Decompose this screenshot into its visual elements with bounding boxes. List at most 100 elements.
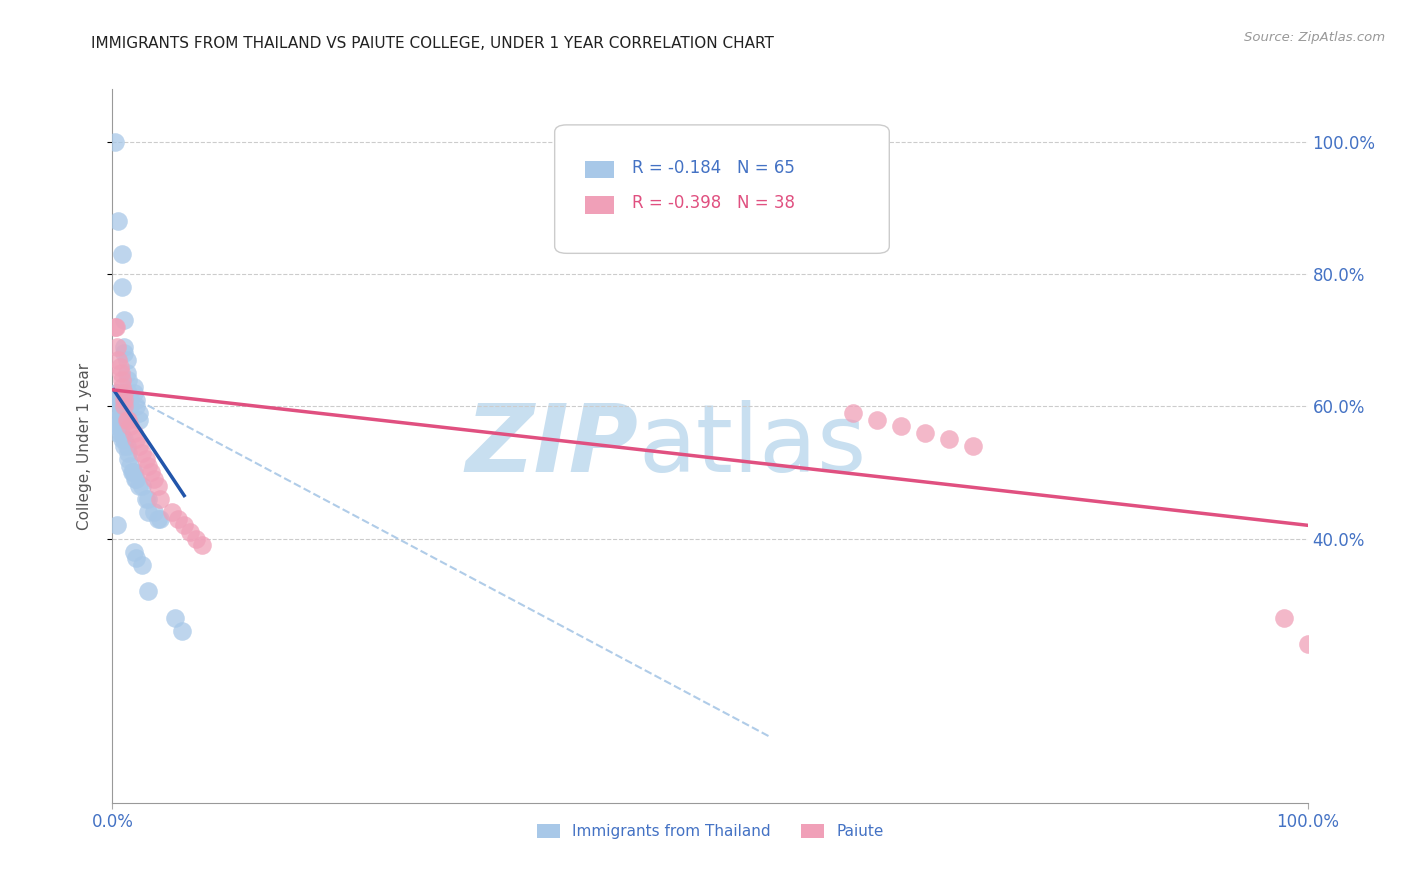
Point bbox=[146, 511, 169, 525]
Point bbox=[117, 412, 139, 426]
Point bbox=[115, 367, 138, 381]
Text: IMMIGRANTS FROM THAILAND VS PAIUTE COLLEGE, UNDER 1 YEAR CORRELATION CHART: IMMIGRANTS FROM THAILAND VS PAIUTE COLLE… bbox=[91, 36, 775, 51]
Point bbox=[114, 433, 135, 447]
Point bbox=[186, 532, 208, 546]
Point bbox=[115, 412, 138, 426]
Point bbox=[114, 340, 135, 354]
Point bbox=[104, 320, 127, 334]
Point bbox=[108, 392, 131, 407]
Point bbox=[108, 400, 131, 414]
Point bbox=[115, 353, 138, 368]
Point bbox=[138, 584, 160, 599]
Bar bbox=[585, 161, 614, 178]
Point bbox=[128, 439, 150, 453]
Point bbox=[121, 466, 143, 480]
Point bbox=[149, 491, 172, 506]
Point bbox=[890, 419, 912, 434]
Point bbox=[107, 425, 129, 440]
Point bbox=[105, 518, 128, 533]
Point bbox=[131, 478, 153, 492]
Point bbox=[107, 353, 129, 368]
Point bbox=[111, 373, 134, 387]
Text: ZIP: ZIP bbox=[465, 400, 638, 492]
Point bbox=[128, 412, 150, 426]
Point bbox=[110, 400, 132, 414]
Point bbox=[962, 439, 984, 453]
Point bbox=[120, 419, 142, 434]
Point bbox=[111, 379, 134, 393]
Point bbox=[107, 386, 129, 401]
Point bbox=[111, 412, 134, 426]
Point bbox=[105, 386, 128, 401]
Point bbox=[110, 406, 132, 420]
Point bbox=[122, 545, 145, 559]
Point bbox=[125, 472, 148, 486]
Point bbox=[111, 280, 134, 294]
Point bbox=[138, 491, 160, 506]
Text: R = -0.398   N = 38: R = -0.398 N = 38 bbox=[633, 194, 796, 212]
Point bbox=[170, 624, 193, 638]
Point bbox=[122, 386, 145, 401]
Point bbox=[114, 392, 135, 407]
Point bbox=[122, 425, 145, 440]
Point bbox=[120, 458, 142, 473]
Point bbox=[125, 392, 148, 407]
Point bbox=[117, 386, 139, 401]
Point bbox=[114, 400, 135, 414]
Bar bbox=[585, 196, 614, 214]
Point bbox=[114, 439, 135, 453]
Point bbox=[107, 419, 129, 434]
Point bbox=[143, 505, 166, 519]
Text: Source: ZipAtlas.com: Source: ZipAtlas.com bbox=[1244, 31, 1385, 45]
Point bbox=[125, 433, 148, 447]
Point bbox=[117, 445, 139, 459]
Point bbox=[914, 425, 936, 440]
Point bbox=[107, 214, 129, 228]
Point bbox=[111, 247, 134, 261]
Y-axis label: College, Under 1 year: College, Under 1 year bbox=[77, 362, 91, 530]
Point bbox=[162, 505, 183, 519]
Point bbox=[122, 466, 145, 480]
Point bbox=[125, 400, 148, 414]
Point bbox=[105, 386, 128, 401]
Point bbox=[1296, 637, 1319, 651]
Point bbox=[163, 611, 186, 625]
Point bbox=[179, 524, 201, 539]
Point bbox=[105, 392, 128, 407]
Point bbox=[105, 412, 128, 426]
Point bbox=[114, 313, 135, 327]
Point bbox=[135, 452, 157, 467]
Point bbox=[131, 558, 153, 572]
Point bbox=[122, 379, 145, 393]
Point bbox=[105, 340, 128, 354]
Point bbox=[143, 472, 166, 486]
Point bbox=[104, 135, 127, 149]
Point bbox=[125, 551, 148, 566]
Point bbox=[110, 425, 132, 440]
Point bbox=[146, 478, 169, 492]
Point bbox=[121, 466, 143, 480]
Point bbox=[128, 406, 150, 420]
Point bbox=[112, 392, 135, 407]
Point bbox=[131, 445, 153, 459]
Point bbox=[107, 392, 129, 407]
Point bbox=[149, 511, 172, 525]
Point bbox=[167, 511, 190, 525]
Point bbox=[104, 412, 127, 426]
Point bbox=[105, 400, 128, 414]
Point bbox=[108, 359, 131, 374]
FancyBboxPatch shape bbox=[554, 125, 890, 253]
Point bbox=[111, 433, 134, 447]
Legend: Immigrants from Thailand, Paiute: Immigrants from Thailand, Paiute bbox=[530, 818, 890, 845]
Point bbox=[120, 392, 142, 407]
Point bbox=[138, 505, 160, 519]
Point bbox=[117, 452, 139, 467]
Point bbox=[191, 538, 214, 552]
Point bbox=[105, 419, 128, 434]
Point bbox=[1272, 611, 1295, 625]
Point bbox=[128, 478, 150, 492]
Point bbox=[110, 367, 132, 381]
Point bbox=[173, 518, 195, 533]
Point bbox=[124, 472, 146, 486]
Text: R = -0.184   N = 65: R = -0.184 N = 65 bbox=[633, 159, 796, 177]
